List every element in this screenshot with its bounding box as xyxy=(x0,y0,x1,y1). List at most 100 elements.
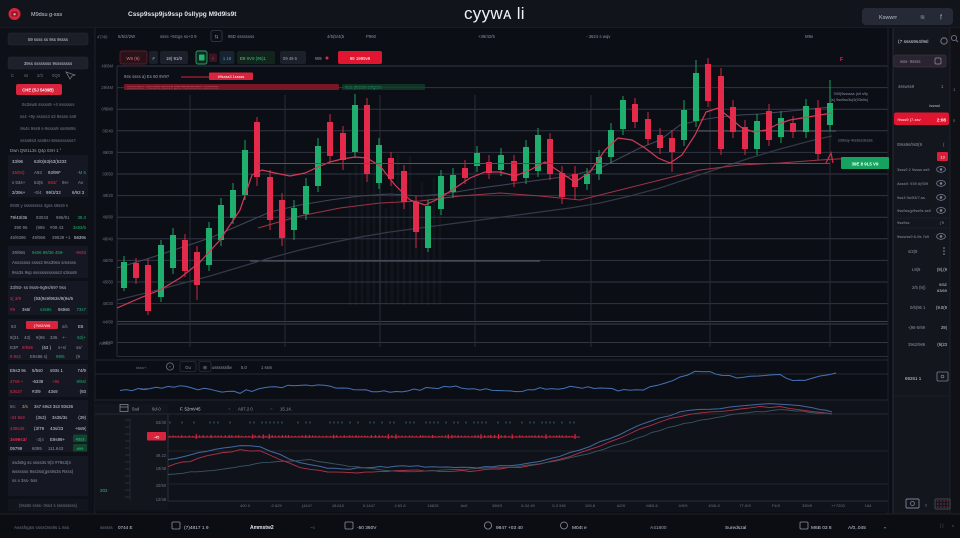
svg-text:cyywᴀ li: cyywᴀ li xyxy=(464,4,525,23)
svg-text:F. 52mV45: F. 52mV45 xyxy=(180,407,201,412)
svg-text:339/9: 339/9 xyxy=(802,503,813,508)
svg-text:79/43/36: 79/43/36 xyxy=(10,215,28,220)
svg-text:ss: ss xyxy=(24,73,28,78)
svg-text:2:08: 2:08 xyxy=(937,117,947,122)
svg-text:#3/9: #3/9 xyxy=(32,389,41,394)
svg-text:⇅: ⇅ xyxy=(214,35,218,41)
svg-text:3/s: 3/s xyxy=(22,404,29,409)
svg-text:ssss+ .: ssss+ . xyxy=(136,365,149,370)
svg-text:33/96: 33/96 xyxy=(12,159,24,164)
svg-text:73s7: 73s7 xyxy=(76,307,86,312)
svg-text:A/0,.045: A/0,.045 xyxy=(848,525,866,531)
svg-text:+: + xyxy=(169,365,172,370)
svg-text:E6: E6 xyxy=(78,324,84,329)
svg-text:E5s3 9s: E5s3 9s xyxy=(10,368,27,373)
svg-text:19) 91/0: 19) 91/0 xyxy=(166,56,183,61)
svg-text:~: ~ xyxy=(270,407,273,412)
svg-text:0/6M0: 0/6M0 xyxy=(101,107,113,112)
svg-text:⊞: ⊞ xyxy=(203,365,207,370)
svg-text:(995: (995 xyxy=(36,225,45,230)
svg-text:63/0(63(63(5333: 63/0(63(63(5333 xyxy=(34,159,67,164)
svg-text:(7)4817 1 9: (7)4817 1 9 xyxy=(184,525,209,531)
svg-text:M6B 03 8: M6B 03 8 xyxy=(811,525,832,531)
svg-text:0-3 945: 0-3 945 xyxy=(552,503,566,508)
svg-text:(3s3): (3s3) xyxy=(36,415,47,420)
svg-text:Cssp9ssp9js9ssp 0sllypg M9d9ls: Cssp9ssp9js9ssp 0sllypg M9d9ls9t xyxy=(128,11,237,18)
svg-text:-0 629: -0 629 xyxy=(270,503,282,508)
svg-text:29/4M: 29/4M xyxy=(101,85,113,90)
svg-text:46/80: 46/80 xyxy=(103,215,114,220)
svg-text:(7W2/W6: (7W2/W6 xyxy=(34,323,51,328)
svg-text:-50 360V: -50 360V xyxy=(357,525,377,531)
svg-text:s39ssy 4ss9ss3ss9s: s39ssy 4ss9ss3ss9s xyxy=(838,139,873,143)
svg-text:47/48: 47/48 xyxy=(97,35,108,40)
svg-text:s 934+: s 934+ xyxy=(12,180,26,185)
svg-text:2/3: 2/3 xyxy=(37,73,43,78)
svg-text:05/40: 05/40 xyxy=(103,128,114,133)
svg-text:wss- 9ssss: wss- 9ssss xyxy=(900,59,920,64)
svg-text:5639s: 5639s xyxy=(74,235,87,240)
svg-text:ussssssllw: ussssssllw xyxy=(212,365,233,370)
svg-text:9ss9ss: 9ss9ss xyxy=(897,220,909,225)
svg-text:Hsss9 (7-ssv: Hsss9 (7-ssv xyxy=(898,117,921,122)
svg-text:- 3624 s wqv: - 3624 s wqv xyxy=(586,34,611,39)
svg-text:63/40: 63/40 xyxy=(156,420,167,425)
svg-text:A41800: A41800 xyxy=(650,525,667,531)
svg-text:Av9: Av9 xyxy=(461,503,469,508)
svg-text:-45: -45 xyxy=(154,435,161,440)
svg-text:9s+: 9s+ xyxy=(62,180,70,185)
svg-text:As: As xyxy=(78,180,84,185)
svg-text:0/6(96 1: 0/6(96 1 xyxy=(910,305,926,310)
svg-text:164: 164 xyxy=(865,503,872,508)
svg-text:109-8: 109-8 xyxy=(585,503,596,508)
svg-text:3/39s+: 3/39s+ xyxy=(12,190,26,195)
svg-text:29(: 29( xyxy=(941,325,948,330)
svg-text:1 19: 1 19 xyxy=(223,56,232,61)
svg-text:5.0: 5.0 xyxy=(241,365,247,370)
svg-text:(9(,(9: (9(,(9 xyxy=(937,267,948,272)
svg-text:5ad: 5ad xyxy=(132,407,140,412)
svg-text:16625: 16625 xyxy=(427,503,439,508)
svg-text:63)+: 63)+ xyxy=(77,335,86,340)
svg-text:95D ssssssss: 95D ssssssss xyxy=(228,34,254,39)
svg-text:#9ssss3 1sssss: #9ssss3 1sssss xyxy=(218,75,245,79)
svg-text:111.643: 111.643 xyxy=(48,446,64,451)
svg-text:('9: ('9 xyxy=(940,220,945,225)
svg-text:ssssss: ssssss xyxy=(100,525,113,530)
svg-text:400 0: 400 0 xyxy=(240,503,251,508)
svg-text:≋: ≋ xyxy=(920,15,925,21)
svg-text:63/69: 63/69 xyxy=(937,288,948,293)
svg-text:03/60: 03/60 xyxy=(103,172,114,177)
svg-text:lsswsl: lsswsl xyxy=(929,103,940,108)
svg-text:W9: W9 xyxy=(315,56,322,61)
svg-text:~: ~ xyxy=(228,407,231,412)
svg-text:49/6M: 49/6M xyxy=(101,64,113,69)
svg-text:33/93- ss 9ss9-9g9s/69? 9ss: 33/93- ss 9ss9-9g9s/69? 9ss xyxy=(10,285,67,290)
svg-text:+9s: +9s xyxy=(52,379,60,384)
svg-text:77-5/9: 77-5/9 xyxy=(739,503,751,508)
svg-text:43(: 43( xyxy=(24,335,31,340)
svg-text:f: f xyxy=(940,15,942,22)
svg-text:53s37: 53s37 xyxy=(10,389,23,394)
svg-text:-34 9s9: -34 9s9 xyxy=(10,415,25,420)
svg-text:s( 3/9: s( 3/9 xyxy=(10,296,22,301)
svg-text:E3P: E3P xyxy=(10,345,18,350)
svg-text:39ss ssssssss 9ssssssss: 39ss ssssssss 9ssssssss xyxy=(24,61,72,66)
svg-text:L9(9: L9(9 xyxy=(912,267,921,272)
svg-text:s+s/: s+s/ xyxy=(58,345,67,350)
svg-text:s/3(9: s/3(9 xyxy=(908,249,918,254)
svg-text:9s06 99/36 459-: 9s06 99/36 459- xyxy=(32,250,64,255)
svg-text:+6s9(: +6s9( xyxy=(75,426,87,431)
svg-text:Ss3sw5 sssss9 +4 sssssss: Ss3sw5 sssss9 +4 sssssss xyxy=(22,102,76,107)
svg-text:6d-0: 6d-0 xyxy=(152,407,161,412)
svg-text:s3s8s: s3s8s xyxy=(40,307,52,312)
svg-text:(3/79: (3/79 xyxy=(34,426,45,431)
svg-text:4/5(5/4(5: 4/5(5/4(5 xyxy=(327,34,345,39)
svg-text:3s99s3/: 3s99s3/ xyxy=(10,437,27,442)
svg-text:49/20: 49/20 xyxy=(103,193,114,198)
svg-text:39539 +1: 39539 +1 xyxy=(52,235,71,240)
svg-text:49/966: 49/966 xyxy=(32,235,46,240)
svg-text:9s9s6: 9s9s6 xyxy=(58,307,70,312)
svg-text:Asssssss ssss3 9ss39ss smssss: Asssssss ssss3 9ss39ss smssss xyxy=(12,260,77,265)
svg-text:4sswss9: 4sswss9 xyxy=(898,84,915,89)
